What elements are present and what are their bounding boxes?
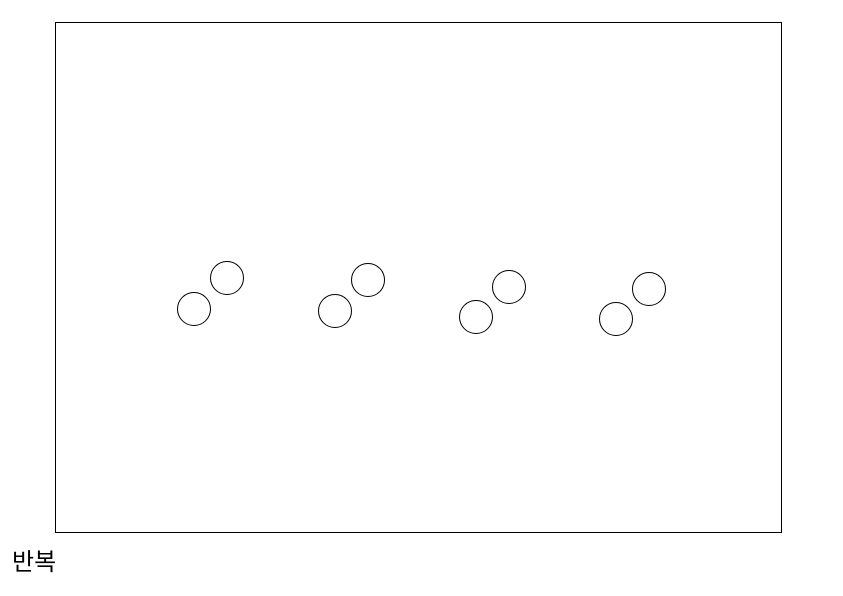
diagram-frame	[55, 22, 782, 533]
lower-circle-icon	[318, 294, 352, 328]
diagram-canvas	[177, 261, 666, 336]
upper-circle-icon	[351, 263, 385, 297]
circle-pair-3	[459, 270, 526, 334]
caption: 반복	[12, 548, 57, 576]
lower-circle-icon	[459, 300, 493, 334]
circle-pair-1	[177, 261, 244, 326]
circle-pair-4	[599, 272, 666, 336]
upper-circle-icon	[210, 261, 244, 295]
circle-pair-2	[318, 263, 385, 328]
lower-circle-icon	[177, 292, 211, 326]
upper-circle-icon	[632, 272, 666, 306]
upper-circle-icon	[492, 270, 526, 304]
lower-circle-icon	[599, 302, 633, 336]
